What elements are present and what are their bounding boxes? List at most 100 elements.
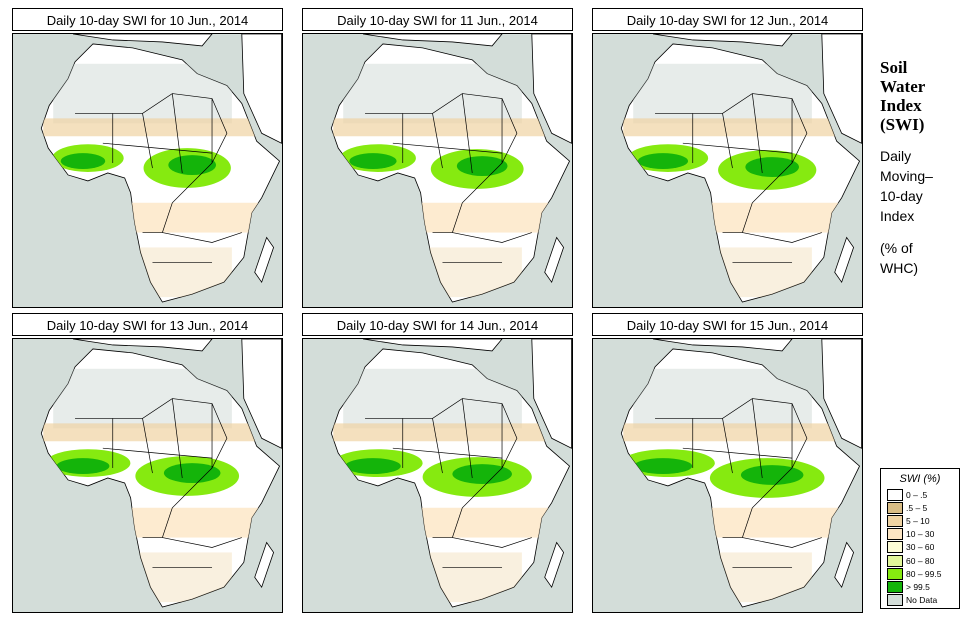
central-africa-wettest [740, 465, 804, 485]
map-panel: Daily 10-day SWI for 11 Jun., 2014 [302, 8, 573, 308]
legend-swatch [887, 541, 903, 554]
panel-title: Daily 10-day SWI for 15 Jun., 2014 [592, 313, 863, 336]
legend-item: .5 – 5 [887, 501, 953, 514]
legend: SWI (%) 0 – .5 .5 – 5 5 – 10 10 – 30 30 – 60… [880, 468, 960, 609]
desc-line: 10-day [880, 188, 923, 204]
legend-item: No Data [887, 594, 953, 607]
sahel-dry [623, 423, 852, 442]
europe [362, 339, 503, 352]
side-caption: Soil Water Index (SWI) Daily Moving– 10-… [880, 58, 965, 278]
legend-item: 5 – 10 [887, 514, 953, 527]
legend-swatch [887, 594, 903, 607]
legend-item: 80 – 99.5 [887, 567, 953, 580]
legend-swatch [887, 580, 903, 593]
desc-line: Moving– [880, 168, 933, 184]
legend-swatch [887, 501, 903, 514]
swi-map [12, 33, 283, 308]
west-africa-wettest [637, 153, 688, 170]
central-africa-wettest [168, 155, 216, 175]
europe [72, 34, 213, 47]
sahel-dry [43, 423, 272, 442]
south-speckle [132, 247, 232, 298]
desc-line: Index [880, 208, 915, 224]
south-speckle [712, 247, 812, 298]
madagascar [544, 236, 565, 284]
heading-line: Water [880, 77, 926, 96]
legend-label: 30 – 60 [906, 542, 935, 553]
southern-dry [122, 202, 262, 233]
country-borders [365, 93, 532, 263]
southern-dry [412, 507, 552, 538]
legend-label: 0 – .5 [906, 489, 928, 500]
legend-label: 60 – 80 [906, 555, 935, 566]
arabia [531, 339, 572, 449]
europe [652, 339, 793, 352]
country-borders [75, 93, 242, 263]
central-africa-wettest [456, 156, 508, 176]
legend-item: 0 – .5 [887, 488, 953, 501]
central-africa-wettest [163, 463, 221, 483]
legend-item: > 99.5 [887, 580, 953, 593]
side-heading: Soil Water Index (SWI) [880, 58, 965, 134]
west-africa-wettest [633, 458, 693, 475]
map-panel: Daily 10-day SWI for 10 Jun., 2014 [12, 8, 283, 308]
arabia [821, 34, 862, 144]
west-africa-wettest [60, 153, 106, 170]
arabia [821, 339, 862, 449]
country-borders [75, 398, 242, 568]
unit-line: (% of [880, 240, 913, 256]
legend-item: 10 – 30 [887, 528, 953, 541]
arabia [241, 339, 282, 449]
central-africa-wettest [452, 464, 512, 484]
legend-item: 30 – 60 [887, 541, 953, 554]
panel-title: Daily 10-day SWI for 10 Jun., 2014 [12, 8, 283, 31]
south-speckle [132, 552, 232, 603]
madagascar [254, 541, 275, 589]
madagascar [834, 236, 855, 284]
southern-dry [702, 202, 842, 233]
west-africa-wettest [56, 458, 110, 475]
sahel-dry [333, 118, 562, 137]
legend-label: 10 – 30 [906, 529, 935, 540]
swi-map [302, 33, 573, 308]
side-unit: (% of WHC) [880, 238, 965, 278]
country-borders [365, 398, 532, 568]
madagascar [834, 541, 855, 589]
southern-dry [122, 507, 262, 538]
legend-swatch [887, 488, 903, 501]
sahel-dry [43, 118, 272, 137]
sahel-dry [333, 423, 562, 442]
swi-map [592, 33, 863, 308]
map-panel: Daily 10-day SWI for 14 Jun., 2014 [302, 313, 573, 613]
panel-title: Daily 10-day SWI for 14 Jun., 2014 [302, 313, 573, 336]
legend-label: 5 – 10 [906, 515, 930, 526]
sahel-dry [623, 118, 852, 137]
panel-title: Daily 10-day SWI for 12 Jun., 2014 [592, 8, 863, 31]
legend-label: No Data [906, 595, 938, 606]
legend-label: 80 – 99.5 [906, 568, 942, 579]
legend-label: > 99.5 [906, 581, 930, 592]
legend-item: 60 – 80 [887, 554, 953, 567]
heading-line: Index [880, 96, 922, 115]
legend-swatch [887, 514, 903, 527]
southern-dry [702, 507, 842, 538]
legend-label: .5 – 5 [906, 502, 928, 513]
southern-dry [412, 202, 552, 233]
south-speckle [712, 552, 812, 603]
legend-title: SWI (%) [899, 473, 941, 485]
panel-title: Daily 10-day SWI for 11 Jun., 2014 [302, 8, 573, 31]
west-africa-wettest [349, 153, 397, 170]
swi-map [12, 338, 283, 613]
heading-line: (SWI) [880, 115, 925, 134]
map-panel: Daily 10-day SWI for 13 Jun., 2014 [12, 313, 283, 613]
arabia [531, 34, 572, 144]
heading-line: Soil [880, 58, 908, 77]
legend-swatch [887, 567, 903, 580]
map-panel: Daily 10-day SWI for 12 Jun., 2014 [592, 8, 863, 308]
europe [362, 34, 503, 47]
europe [652, 34, 793, 47]
map-panel: Daily 10-day SWI for 15 Jun., 2014 [592, 313, 863, 613]
central-africa-wettest [745, 157, 799, 177]
legend-swatch [887, 528, 903, 541]
swi-map [592, 338, 863, 613]
